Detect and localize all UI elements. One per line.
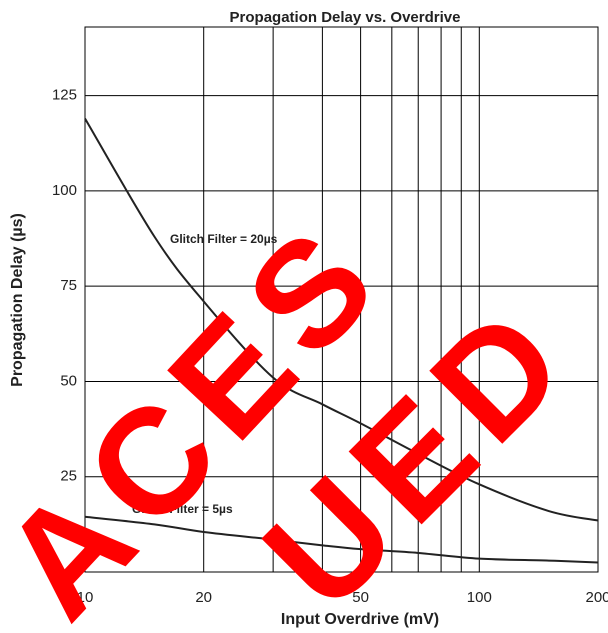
y-tick-label: 75	[60, 277, 77, 294]
y-tick-label: 0	[69, 563, 77, 580]
x-tick-label: 20	[195, 589, 212, 606]
series-label: Glitch Filter = 20µs	[170, 232, 278, 246]
y-tick-label: 125	[52, 87, 77, 104]
x-tick-label: 50	[352, 589, 369, 606]
x-tick-label: 10	[77, 589, 94, 606]
y-tick-label: 50	[60, 372, 77, 389]
x-tick-label: 200	[585, 589, 608, 606]
series-line	[84, 117, 599, 522]
x-axis-label: Input Overdrive (mV)	[281, 611, 439, 628]
series-line	[84, 515, 599, 564]
x-tick-label: 100	[467, 589, 492, 606]
chart-title: Propagation Delay vs. Overdrive	[230, 9, 461, 26]
series-label: Glitch Filter = 5µs	[132, 502, 233, 516]
y-axis-label: Propagation Delay (µs)	[9, 213, 26, 387]
y-tick-label: 25	[60, 468, 77, 485]
y-tick-label: 100	[52, 182, 77, 199]
